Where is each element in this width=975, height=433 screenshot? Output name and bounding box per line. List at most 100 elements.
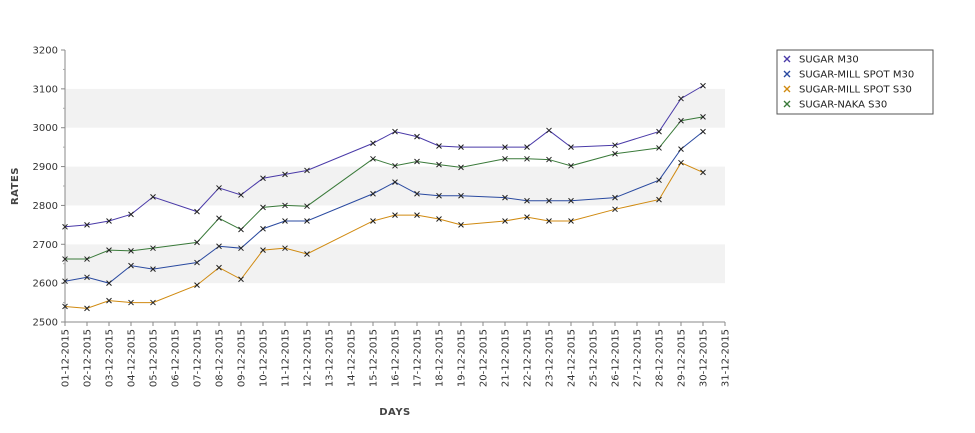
x-tick-label: 29-12-2015 xyxy=(677,329,688,387)
series-line xyxy=(64,85,704,228)
series-1 xyxy=(62,82,706,230)
data-point-marker xyxy=(568,218,574,224)
data-point-marker xyxy=(282,171,288,178)
data-point-marker xyxy=(150,299,156,306)
data-point-marker xyxy=(436,161,442,168)
x-tick-label: 04-12-2015 xyxy=(127,329,138,387)
series-line xyxy=(64,131,704,284)
legend-label: SUGAR-MILL SPOT M30 xyxy=(799,70,914,81)
data-point-marker xyxy=(282,202,288,209)
data-point-marker xyxy=(194,282,200,288)
data-point-marker xyxy=(216,185,222,191)
series-layer xyxy=(62,82,706,312)
data-point-marker xyxy=(194,259,200,266)
y-tick-label: 3000 xyxy=(33,123,58,134)
y-tick-label: 2900 xyxy=(33,162,58,173)
x-tick-label: 19-12-2015 xyxy=(457,329,468,387)
x-axis-title: DAYS xyxy=(379,407,411,418)
data-point-marker xyxy=(150,194,156,200)
data-point-marker xyxy=(436,216,442,222)
series-2 xyxy=(62,128,706,286)
data-point-marker xyxy=(260,175,266,182)
x-tick-label: 12-12-2015 xyxy=(303,329,314,387)
y-tick-label: 2600 xyxy=(33,279,58,290)
data-point-marker xyxy=(414,212,420,218)
data-point-marker xyxy=(238,276,244,283)
x-tick-label: 20-12-2015 xyxy=(479,329,490,387)
grid-band xyxy=(65,88,725,128)
data-point-marker xyxy=(546,218,552,224)
x-tick-label: 09-12-2015 xyxy=(237,329,248,387)
data-point-marker xyxy=(238,192,244,198)
data-point-marker xyxy=(700,113,706,120)
data-point-marker xyxy=(568,144,574,150)
data-point-marker xyxy=(84,256,90,262)
data-point-marker xyxy=(260,204,266,211)
data-point-marker xyxy=(150,266,156,273)
x-tick-label: 21-12-2015 xyxy=(501,329,512,387)
x-tick-label: 30-12-2015 xyxy=(699,329,710,387)
data-point-marker xyxy=(282,218,288,224)
data-point-marker xyxy=(260,225,266,232)
grid-band xyxy=(65,205,725,245)
data-point-marker xyxy=(502,194,508,201)
data-point-marker xyxy=(106,297,112,304)
data-point-marker xyxy=(128,299,134,306)
x-tick-label: 01-12-2015 xyxy=(61,329,72,387)
data-point-marker xyxy=(194,208,200,215)
data-point-marker xyxy=(106,247,112,253)
data-point-marker xyxy=(216,264,222,271)
data-point-marker xyxy=(612,206,618,213)
legend-marker-icon xyxy=(783,55,791,63)
data-point-marker xyxy=(84,222,90,228)
data-point-marker xyxy=(656,196,662,203)
grid-band xyxy=(65,283,725,322)
data-point-marker xyxy=(194,239,200,246)
legend-marker-icon xyxy=(783,85,791,93)
x-tick-label: 06-12-2015 xyxy=(171,329,182,387)
data-point-marker xyxy=(678,95,684,102)
x-tick-label: 05-12-2015 xyxy=(149,329,160,387)
x-tick-label: 27-12-2015 xyxy=(633,329,644,387)
y-tick-label: 2700 xyxy=(33,240,58,251)
y-tick-label: 2800 xyxy=(33,201,58,212)
x-tick-label: 13-12-2015 xyxy=(325,329,336,387)
data-point-marker xyxy=(216,243,222,250)
legend-label: SUGAR-MILL SPOT S30 xyxy=(799,85,912,96)
data-point-marker xyxy=(458,222,464,228)
data-point-marker xyxy=(260,247,266,253)
data-point-marker xyxy=(128,248,134,254)
data-point-marker xyxy=(128,262,134,269)
data-point-marker xyxy=(392,212,398,218)
x-tick-label: 15-12-2015 xyxy=(369,329,380,387)
data-point-marker xyxy=(370,140,376,147)
x-axis: 01-12-2015 02-12-2015 03-12-2015 04-12-2015… xyxy=(61,321,732,387)
x-tick-label: 11-12-2015 xyxy=(281,329,292,387)
data-point-marker xyxy=(700,82,706,89)
data-point-marker xyxy=(568,162,574,169)
x-tick-label: 10-12-2015 xyxy=(259,329,270,387)
data-point-marker xyxy=(700,128,706,135)
data-point-marker xyxy=(62,303,68,310)
data-point-marker xyxy=(436,192,442,199)
series-3 xyxy=(62,159,706,312)
series-4 xyxy=(62,113,706,262)
x-tick-label: 26-12-2015 xyxy=(611,329,622,387)
grid-bands xyxy=(65,50,725,322)
data-point-marker xyxy=(678,146,684,152)
data-point-marker xyxy=(458,164,464,171)
grid-band xyxy=(65,166,725,206)
data-point-marker xyxy=(392,179,398,185)
legend-box xyxy=(776,49,934,115)
data-point-marker xyxy=(524,155,530,162)
grid-band xyxy=(65,127,725,167)
data-point-marker xyxy=(458,192,464,199)
x-tick-label: 25-12-2015 xyxy=(589,329,600,387)
y-tick-label: 3200 xyxy=(33,46,58,57)
data-point-marker xyxy=(436,143,442,149)
data-point-marker xyxy=(546,156,552,163)
data-point-marker xyxy=(656,145,662,151)
series-line xyxy=(65,116,704,260)
data-point-marker xyxy=(392,128,398,135)
